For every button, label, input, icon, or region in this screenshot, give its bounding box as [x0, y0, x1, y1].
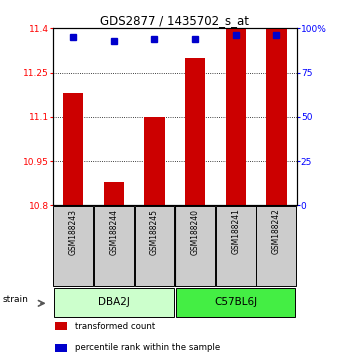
Text: GSM188240: GSM188240	[191, 209, 199, 255]
Bar	[216, 206, 256, 286]
Text: GSM188241: GSM188241	[231, 209, 240, 255]
Bar	[63, 93, 83, 205]
Bar	[104, 182, 124, 205]
Text: GSM188242: GSM188242	[272, 209, 281, 255]
Text: DBA2J: DBA2J	[98, 297, 130, 307]
Bar	[55, 344, 68, 352]
Bar	[185, 58, 205, 205]
Bar	[94, 206, 134, 286]
Bar	[225, 28, 246, 205]
Title: GDS2877 / 1435702_s_at: GDS2877 / 1435702_s_at	[100, 14, 249, 27]
Text: GSM188244: GSM188244	[109, 209, 118, 255]
Text: GSM188245: GSM188245	[150, 209, 159, 255]
Bar	[55, 322, 68, 330]
Bar	[266, 28, 286, 205]
Bar	[144, 117, 165, 205]
Bar	[256, 206, 296, 286]
Bar	[53, 206, 93, 286]
Bar	[54, 288, 174, 317]
Text: transformed count: transformed count	[75, 322, 155, 331]
Bar	[135, 206, 174, 286]
Text: strain: strain	[3, 295, 29, 304]
Bar	[176, 288, 295, 317]
Bar	[175, 206, 215, 286]
Text: C57BL6J: C57BL6J	[214, 297, 257, 307]
Text: percentile rank within the sample: percentile rank within the sample	[75, 343, 220, 352]
Text: GSM188243: GSM188243	[69, 209, 78, 255]
